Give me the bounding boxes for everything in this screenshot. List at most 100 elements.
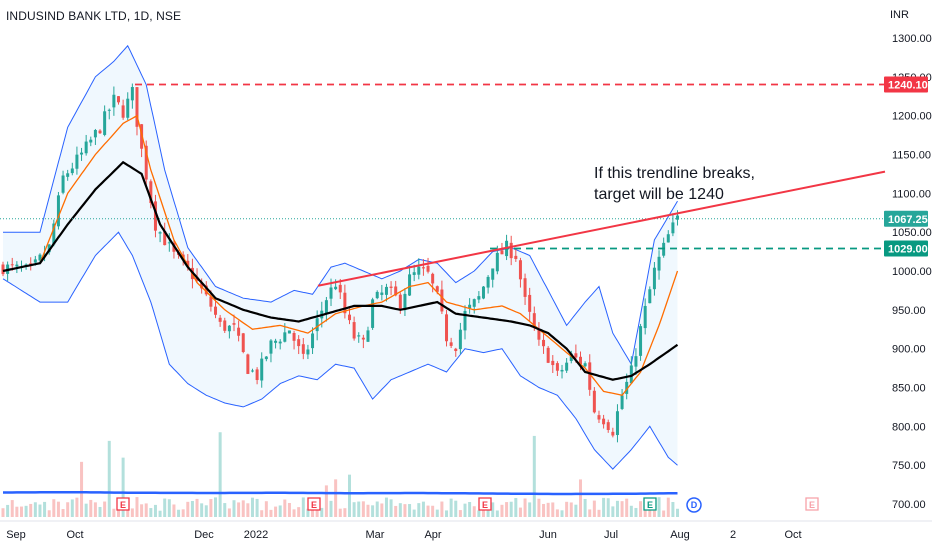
volume-bar <box>408 504 412 517</box>
earnings-icon-label: E <box>120 500 126 510</box>
earnings-icon[interactable] <box>805 497 819 511</box>
candle-body <box>153 201 157 231</box>
event-marker-earnings-past[interactable]: E <box>116 497 130 511</box>
candle-body <box>158 232 162 234</box>
volume-bar <box>84 503 88 517</box>
volume-bar <box>98 506 102 517</box>
x-tick-label: Jun <box>539 529 557 541</box>
event-marker-earnings-future[interactable]: E <box>805 497 819 511</box>
candle-body <box>528 294 532 312</box>
candle-body <box>47 244 51 253</box>
candle-body <box>130 87 134 101</box>
candle-body <box>620 395 624 409</box>
candle-body <box>588 362 592 390</box>
earnings-icon[interactable] <box>116 497 130 511</box>
candle-body <box>278 341 282 344</box>
volume-bar <box>204 505 208 517</box>
volume-bar <box>214 497 218 517</box>
candle-body <box>532 313 536 328</box>
candle-body <box>445 314 449 342</box>
candle-body <box>209 296 213 307</box>
earnings-icon[interactable] <box>307 497 321 511</box>
ema-line <box>2 114 679 397</box>
candle-body <box>269 340 273 354</box>
candle-body <box>625 381 629 394</box>
volume-bar <box>509 501 513 517</box>
candle-body <box>232 323 236 325</box>
candle-body <box>454 348 458 352</box>
earnings-icon[interactable] <box>643 497 657 511</box>
volume-bar <box>172 504 176 517</box>
candle-body <box>306 349 310 355</box>
target-price-box[interactable] <box>884 76 928 93</box>
volume-bar <box>6 504 10 517</box>
last-price-box[interactable] <box>884 210 928 227</box>
volume-bar <box>10 500 14 517</box>
volume-bar <box>144 503 148 517</box>
volume-bar <box>375 501 379 517</box>
candle-body <box>52 223 56 245</box>
candle-body <box>200 283 204 289</box>
bollinger-fill <box>3 45 678 470</box>
event-marker-earnings-green[interactable]: E <box>643 497 657 511</box>
dividend-icon[interactable] <box>686 497 702 513</box>
candle-body <box>338 284 342 293</box>
candle-body <box>491 268 495 280</box>
candle-body <box>227 325 231 332</box>
y-tick-label: 1200.00 <box>892 111 932 123</box>
volume-bar <box>491 502 495 517</box>
y-tick-label: 900.00 <box>892 344 926 356</box>
volume-bar <box>514 498 518 517</box>
volume-bar <box>592 500 596 517</box>
event-marker-dividend[interactable]: D <box>686 497 702 513</box>
volume-bar <box>237 502 241 517</box>
candle-body <box>426 265 430 272</box>
candle-body <box>144 145 148 180</box>
candle-body <box>70 168 74 174</box>
x-tick-label: Mar <box>366 529 385 541</box>
trendline[interactable] <box>317 170 886 287</box>
volume-bar <box>274 506 278 517</box>
volume-bar <box>80 461 84 517</box>
support-price-box[interactable] <box>884 240 928 257</box>
event-marker-earnings-past[interactable]: E <box>478 497 492 511</box>
candle-body <box>569 353 573 361</box>
candle-body <box>639 326 643 356</box>
volume-bar <box>606 498 610 517</box>
volume-bar <box>551 502 555 517</box>
candle-body <box>468 304 472 309</box>
volume-bar <box>463 503 467 517</box>
candle-body <box>412 272 416 275</box>
volume-bar <box>163 498 167 517</box>
candle-body <box>361 337 365 340</box>
candle-body <box>408 274 412 296</box>
earnings-icon-label: E <box>647 500 653 510</box>
event-marker-earnings-past[interactable]: E <box>307 497 321 511</box>
volume-bar <box>186 501 190 517</box>
volume-bar <box>634 507 638 517</box>
volume-bar <box>625 498 629 517</box>
candle-body <box>324 300 328 314</box>
candle-body <box>634 356 638 367</box>
x-tick-label: 2022 <box>244 529 268 541</box>
volume-bar <box>255 498 259 517</box>
volume-bar <box>500 504 504 517</box>
y-tick-label: 850.00 <box>892 383 926 395</box>
volume-bar <box>366 504 370 517</box>
volume-bar <box>449 498 453 517</box>
candle-body <box>311 333 315 349</box>
candle-body <box>75 154 79 169</box>
candle-body <box>671 222 675 234</box>
candle-body <box>602 418 606 425</box>
candle-body <box>334 286 338 290</box>
candle-body <box>486 276 490 288</box>
volume-bar <box>583 498 587 517</box>
volume-bar <box>542 503 546 517</box>
volume-bar <box>384 497 388 517</box>
candle-body <box>366 330 370 342</box>
earnings-icon[interactable] <box>478 497 492 511</box>
volume-bar <box>357 501 361 517</box>
volume-bar <box>250 497 254 517</box>
